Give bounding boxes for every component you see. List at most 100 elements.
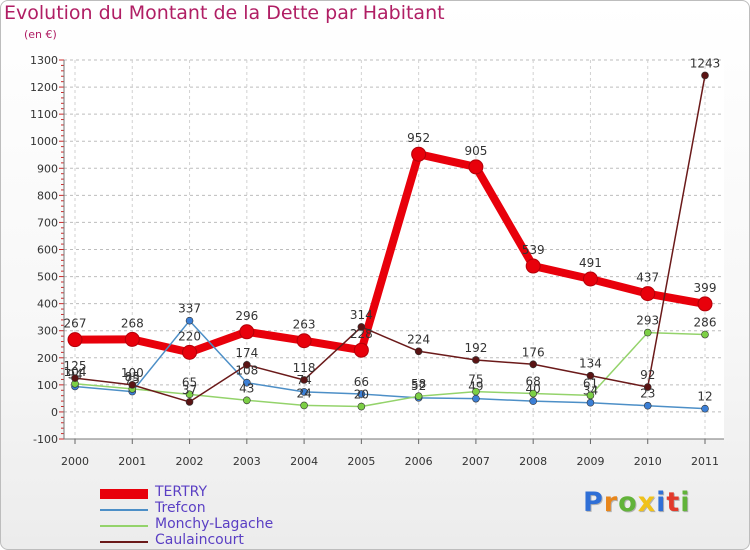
data-label-trefcon: 34 <box>583 384 598 398</box>
x-tick-label: 2003 <box>233 455 261 468</box>
data-label-monchy-lagache: 58 <box>411 377 426 391</box>
legend-swatch <box>100 525 148 527</box>
legend-label: Caulaincourt <box>155 532 244 548</box>
data-point-trefcon <box>185 316 194 325</box>
y-tick-label: 400 <box>37 298 58 311</box>
data-point-caulaincourt <box>414 347 423 356</box>
logo-letter: t <box>666 487 681 518</box>
legend-label: TERTRY <box>155 484 208 500</box>
data-point-monchy-lagache <box>357 402 366 411</box>
chart-subtitle: (en €) <box>24 28 57 41</box>
data-label-tertry: 220 <box>178 329 201 343</box>
data-label-caulaincourt: 314 <box>350 308 373 322</box>
data-label-monchy-lagache: 65 <box>182 375 197 389</box>
y-tick-label: 0 <box>51 406 58 419</box>
data-label-caulaincourt: 125 <box>64 359 87 373</box>
data-label-caulaincourt: 174 <box>235 346 258 360</box>
data-point-trefcon <box>643 401 652 410</box>
data-label-tertry: 296 <box>235 309 258 323</box>
data-label-monchy-lagache: 85 <box>125 370 140 384</box>
x-tick-label: 2007 <box>462 455 490 468</box>
data-point-tertry <box>640 286 656 302</box>
data-point-caulaincourt <box>643 383 652 391</box>
legend-label: Trefcon <box>155 500 206 516</box>
data-point-caulaincourt <box>128 381 137 389</box>
data-label-caulaincourt: 192 <box>464 341 487 355</box>
x-tick-label: 2006 <box>405 455 433 468</box>
data-point-tertry <box>182 344 198 360</box>
data-label-monchy-lagache: 43 <box>239 381 254 395</box>
data-label-monchy-lagache: 61 <box>583 376 598 390</box>
logo-letter: x <box>637 487 657 518</box>
data-label-monchy-lagache: 286 <box>694 316 717 330</box>
data-label-trefcon: 12 <box>697 390 712 404</box>
data-label-trefcon: 337 <box>178 302 201 316</box>
x-tick-label: 2005 <box>347 455 375 468</box>
data-label-trefcon: 49 <box>468 380 483 394</box>
data-point-tertry <box>353 342 369 358</box>
data-label-caulaincourt: 134 <box>579 357 602 371</box>
data-label-monchy-lagache: 293 <box>636 314 659 328</box>
data-label-tertry: 228 <box>350 327 373 341</box>
data-label-tertry: 267 <box>64 317 87 331</box>
data-point-monchy-lagache <box>414 392 423 401</box>
proxiti-logo: Proxiti <box>583 487 691 518</box>
y-tick-label: 200 <box>37 352 58 365</box>
data-label-tertry: 539 <box>522 243 545 257</box>
data-label-caulaincourt: 224 <box>407 332 430 346</box>
data-point-trefcon <box>243 378 251 387</box>
data-label-trefcon: 108 <box>235 364 258 378</box>
data-point-monchy-lagache <box>300 401 308 410</box>
logo-letter: i <box>656 487 667 518</box>
x-tick-label: 2001 <box>118 455 146 468</box>
data-point-trefcon <box>586 398 595 407</box>
y-tick-label: 500 <box>37 271 58 284</box>
data-point-caulaincourt <box>529 360 537 369</box>
legend-swatch <box>100 541 148 543</box>
y-tick-label: -100 <box>33 433 58 446</box>
data-label-tertry: 952 <box>407 131 430 145</box>
data-point-caulaincourt <box>243 361 251 369</box>
data-point-monchy-lagache <box>586 391 595 400</box>
data-label-trefcon: 75 <box>125 373 140 387</box>
data-point-monchy-lagache <box>472 387 480 396</box>
data-label-monchy-lagache: 20 <box>354 388 369 402</box>
y-tick-label: 100 <box>37 379 58 392</box>
x-tick-label: 2002 <box>176 455 204 468</box>
logo-letter: P <box>583 487 604 518</box>
data-label-caulaincourt: 1243 <box>690 56 721 70</box>
logo-letter: i <box>680 487 691 518</box>
data-point-caulaincourt <box>71 374 79 382</box>
data-label-monchy-lagache: 24 <box>296 386 311 400</box>
data-label-monchy-lagache: 104 <box>64 365 87 379</box>
data-label-tertry: 268 <box>121 316 144 330</box>
x-tick-label: 2004 <box>290 455 318 468</box>
data-label-trefcon: 23 <box>640 387 655 401</box>
series-line-monchy-lagache <box>74 331 706 408</box>
data-point-monchy-lagache <box>643 328 652 337</box>
logo-letter: o <box>618 487 638 518</box>
data-label-caulaincourt: 100 <box>121 366 144 380</box>
data-point-tertry <box>124 331 140 347</box>
data-point-caulaincourt <box>185 398 194 406</box>
data-label-tertry: 263 <box>293 318 316 332</box>
legend-swatch <box>100 509 148 511</box>
series-line-caulaincourt <box>74 74 706 403</box>
data-label-tertry: 437 <box>636 271 659 285</box>
data-point-tertry <box>67 332 83 348</box>
legend-swatch <box>100 489 148 499</box>
data-point-tertry <box>582 271 598 287</box>
data-label-monchy-lagache: 68 <box>526 375 541 389</box>
data-label-caulaincourt: 92 <box>640 368 655 382</box>
data-point-tertry <box>239 324 255 340</box>
data-point-caulaincourt <box>701 71 709 80</box>
y-tick-label: 600 <box>37 244 58 257</box>
data-point-monchy-lagache <box>701 330 709 339</box>
data-point-tertry <box>525 258 541 274</box>
data-point-trefcon <box>357 390 366 398</box>
x-tick-label: 2009 <box>576 455 604 468</box>
data-label-tertry: 399 <box>694 281 717 295</box>
x-tick-label: 2011 <box>691 455 719 468</box>
y-tick-label: 1000 <box>30 135 58 148</box>
